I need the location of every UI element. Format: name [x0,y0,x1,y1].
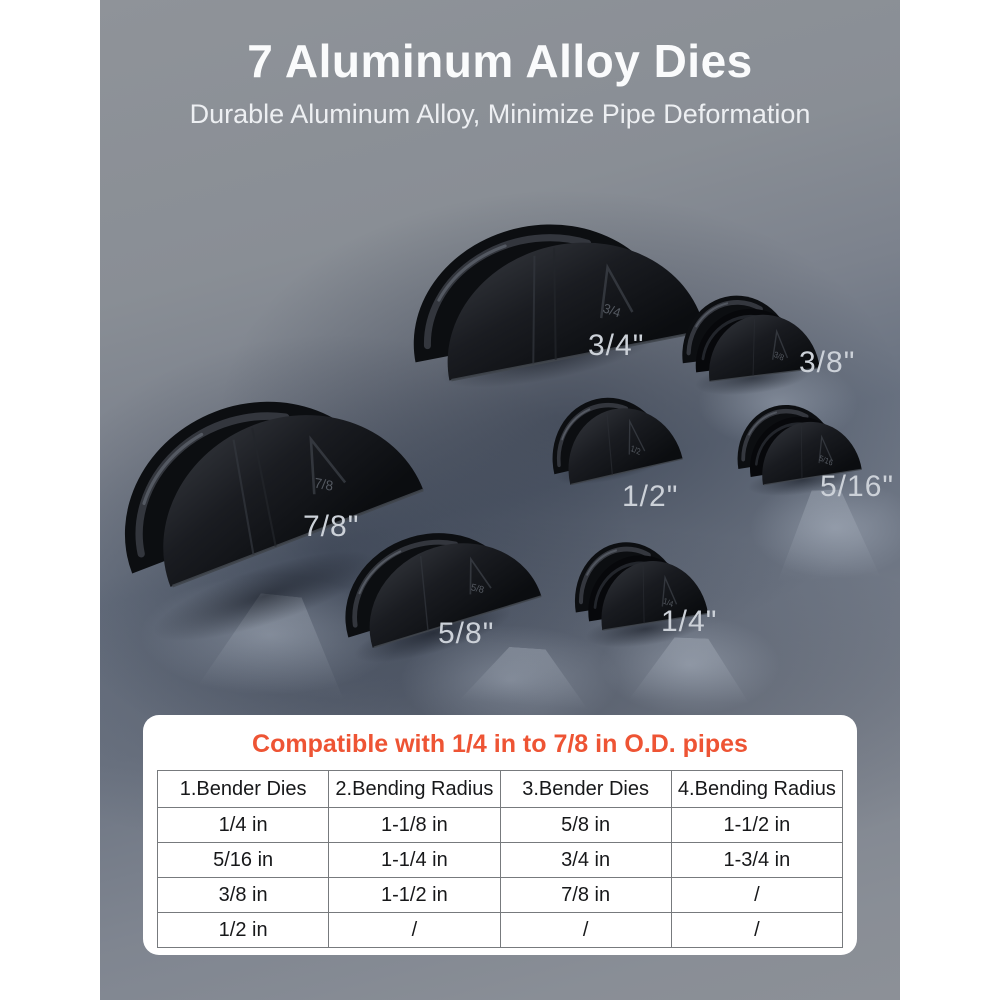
table-cell: 5/8 in [499,807,672,843]
die-engraving: 5/8 [470,582,485,596]
compatibility-card: Compatible with 1/4 in to 7/8 in O.D. pi… [143,715,857,955]
table-cell: 5/16 in [156,842,330,878]
die-engraving: 1/2 [630,443,642,457]
table-header-row: 1.Bender Dies 2.Bending Radius 3.Bender … [156,770,844,808]
table-cell: / [670,912,844,948]
die-engraving: 3/8 [773,350,786,363]
die-label-7-8: 7/8" [303,510,360,543]
die-engraving: 3/4 [601,300,623,320]
table-cell: 3/8 in [156,877,330,913]
column-header: 1.Bender Dies [156,770,330,808]
compatibility-table: 1.Bender Dies 2.Bending Radius 3.Bender … [156,770,844,948]
die-7-8-image: 7/8 [124,401,424,588]
table-row: 1/2 in / / / [156,912,844,948]
table-cell: 1-1/4 in [328,842,501,878]
photo-stage: 7 Aluminum Alloy Dies Durable Aluminum A… [100,0,900,1000]
die-engraving: 7/8 [313,474,334,494]
die-label-5-16: 5/16" [820,470,895,503]
table-cell: / [499,912,672,948]
table-cell: / [328,912,501,948]
die-1-4-image: 1/4 [574,542,709,631]
die-label-3-8: 3/8" [799,346,856,379]
table-cell: 1-1/8 in [328,807,501,843]
column-header: 4.Bending Radius [670,770,844,808]
page-subtitle: Durable Aluminum Alloy, Minimize Pipe De… [189,99,811,129]
die-label-5-8: 5/8" [438,617,495,650]
die-3-4-image: 3/4 [413,224,706,382]
table-row: 5/16 in 1-1/4 in 3/4 in 1-3/4 in [156,842,844,878]
die-1-2-image: 1/2 [552,397,683,486]
die-engraving: 1/4 [662,596,675,610]
page-title: 7 Aluminum Alloy Dies [247,35,753,87]
table-row: 3/8 in 1-1/2 in 7/8 in / [156,877,844,913]
table-cell: / [670,877,844,913]
die-3-8-image: 3/8 [682,295,820,382]
table-cell: 3/4 in [499,842,672,878]
table-row: 1/4 in 1-1/8 in 5/8 in 1-1/2 in [156,807,844,843]
table-cell: 1/2 in [156,912,330,948]
column-header: 2.Bending Radius [328,770,501,808]
column-header: 3.Bender Dies [499,770,672,808]
die-5-8-image: 5/8 [345,533,542,649]
table-cell: 1-1/2 in [670,807,844,843]
die-label-1-4: 1/4" [661,605,718,638]
table-cell: 1-1/2 in [328,877,501,913]
compatibility-heading: Compatible with 1/4 in to 7/8 in O.D. pi… [252,730,748,758]
die-label-3-4: 3/4" [588,329,645,362]
table-cell: 1-3/4 in [670,842,844,878]
die-5-16-image: 5/16 [737,404,862,486]
table-cell: 1/4 in [156,807,330,843]
table-cell: 7/8 in [499,877,672,913]
die-label-1-2: 1/2" [622,480,679,513]
